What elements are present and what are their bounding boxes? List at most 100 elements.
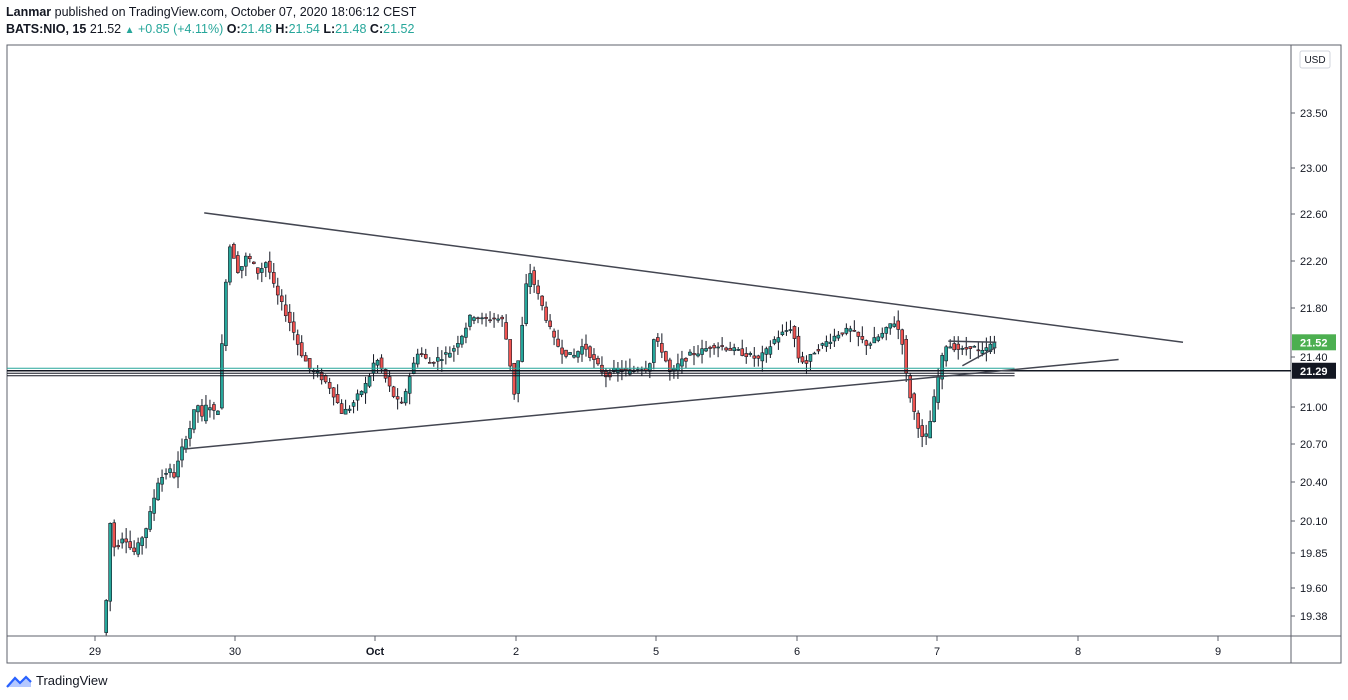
candle-body: [544, 306, 548, 321]
price-axis[interactable]: 23.50 23.00 22.60 22.20 21.80 21.40 21.00 20.70…: [1291, 108, 1328, 623]
candle-body: [168, 468, 172, 473]
candle-body: [736, 349, 741, 351]
candle-body: [676, 363, 680, 372]
price-tick-label: 23.00: [1300, 163, 1328, 175]
open-value: 21.48: [240, 22, 272, 36]
price-tick-label: 21.00: [1300, 402, 1328, 414]
candle-body: [275, 285, 280, 296]
candle-body: [379, 357, 384, 370]
candle-body: [347, 408, 352, 411]
candle-body: [784, 330, 789, 332]
footer-brand[interactable]: TradingView: [6, 673, 108, 688]
candle-body: [796, 335, 801, 359]
price-badges: 21.52 21.29: [1292, 334, 1336, 379]
candle-body: [768, 346, 773, 355]
candle-body: [948, 346, 952, 349]
candle-body: [383, 369, 388, 379]
candle-body: [720, 345, 724, 347]
candle-body: [696, 353, 700, 357]
candle-body: [548, 320, 552, 327]
candle-body: [524, 283, 528, 324]
author-name[interactable]: Lanmar: [6, 5, 52, 19]
currency-box[interactable]: [1299, 50, 1331, 69]
candle-body: [148, 511, 152, 530]
candle-body: [568, 352, 572, 355]
price-badge: [1292, 334, 1336, 351]
candle-body: [472, 317, 476, 321]
price-tick-label: 20.70: [1300, 439, 1328, 451]
horizontal-lines-layer: [7, 367, 1291, 377]
candle-body: [692, 353, 696, 356]
candle-body: [415, 353, 420, 365]
symbol-name[interactable]: BATS:NIO, 15: [6, 22, 87, 36]
candle-body: [748, 353, 753, 356]
candle-body: [295, 334, 300, 345]
candle-body: [776, 337, 781, 343]
candle-body: [564, 349, 568, 357]
candle-body: [192, 409, 196, 430]
candle-body: [832, 335, 837, 342]
time-tick-label: 5: [653, 646, 659, 658]
candle-body: [956, 343, 961, 350]
candle-body: [335, 394, 340, 403]
low-value: 21.48: [335, 22, 367, 36]
candle-body: [327, 382, 332, 389]
candle-body: [580, 346, 584, 355]
candle-body: [427, 362, 432, 364]
candle-body: [164, 473, 168, 475]
candle-body: [652, 339, 656, 363]
candle-body: [423, 353, 428, 359]
candle-body: [960, 348, 965, 350]
close-label: C:: [369, 22, 384, 36]
candle-body: [976, 349, 981, 352]
candle-body: [248, 255, 252, 260]
time-tick-label: 30: [229, 646, 241, 658]
price-tick-label: 19.85: [1300, 548, 1328, 560]
candle-body: [351, 402, 356, 407]
candle-body: [968, 346, 973, 349]
candle-body: [267, 260, 272, 273]
price-tick-label: 21.80: [1300, 303, 1328, 315]
candle-body: [764, 348, 769, 355]
candle-body: [804, 360, 809, 364]
candle-body: [136, 542, 140, 555]
candle-body: [140, 537, 144, 546]
candle-body: [484, 317, 488, 319]
candle-body: [279, 295, 284, 302]
candles-layer: [104, 242, 997, 636]
candle-body: [688, 351, 692, 356]
trendline: [962, 346, 997, 367]
candle-body: [772, 339, 777, 344]
candle-body: [124, 538, 128, 543]
candle-body: [780, 331, 785, 335]
candle-body: [808, 354, 813, 362]
candle-body: [892, 323, 897, 327]
candle-body: [728, 348, 732, 351]
price-tick-label: 20.40: [1300, 477, 1328, 489]
candle-body: [488, 319, 492, 322]
candle-body: [712, 345, 716, 349]
candle-body: [387, 376, 392, 387]
candle-body: [440, 359, 444, 361]
candle-body: [852, 330, 857, 332]
candle-body: [540, 295, 544, 306]
candle-body: [816, 349, 821, 352]
time-axis[interactable]: 29 30 Oct 2 5 6 7 8 9: [89, 636, 1221, 658]
candle-body: [464, 327, 468, 338]
candle-body: [800, 356, 805, 363]
candle-body: [932, 396, 936, 423]
candle-body: [576, 351, 580, 358]
price-tick-label: 21.40: [1300, 352, 1328, 364]
candle-body: [596, 357, 600, 365]
candle-body: [452, 348, 456, 352]
candle-body: [740, 348, 745, 356]
candle-body: [299, 342, 304, 357]
close-value: 21.52: [383, 22, 415, 36]
candle-body: [391, 386, 396, 397]
candle-body: [664, 351, 668, 362]
candle-body: [980, 349, 985, 354]
price-tick-label: 20.10: [1300, 516, 1328, 528]
candle-body: [916, 412, 920, 429]
candle-body: [532, 270, 536, 285]
